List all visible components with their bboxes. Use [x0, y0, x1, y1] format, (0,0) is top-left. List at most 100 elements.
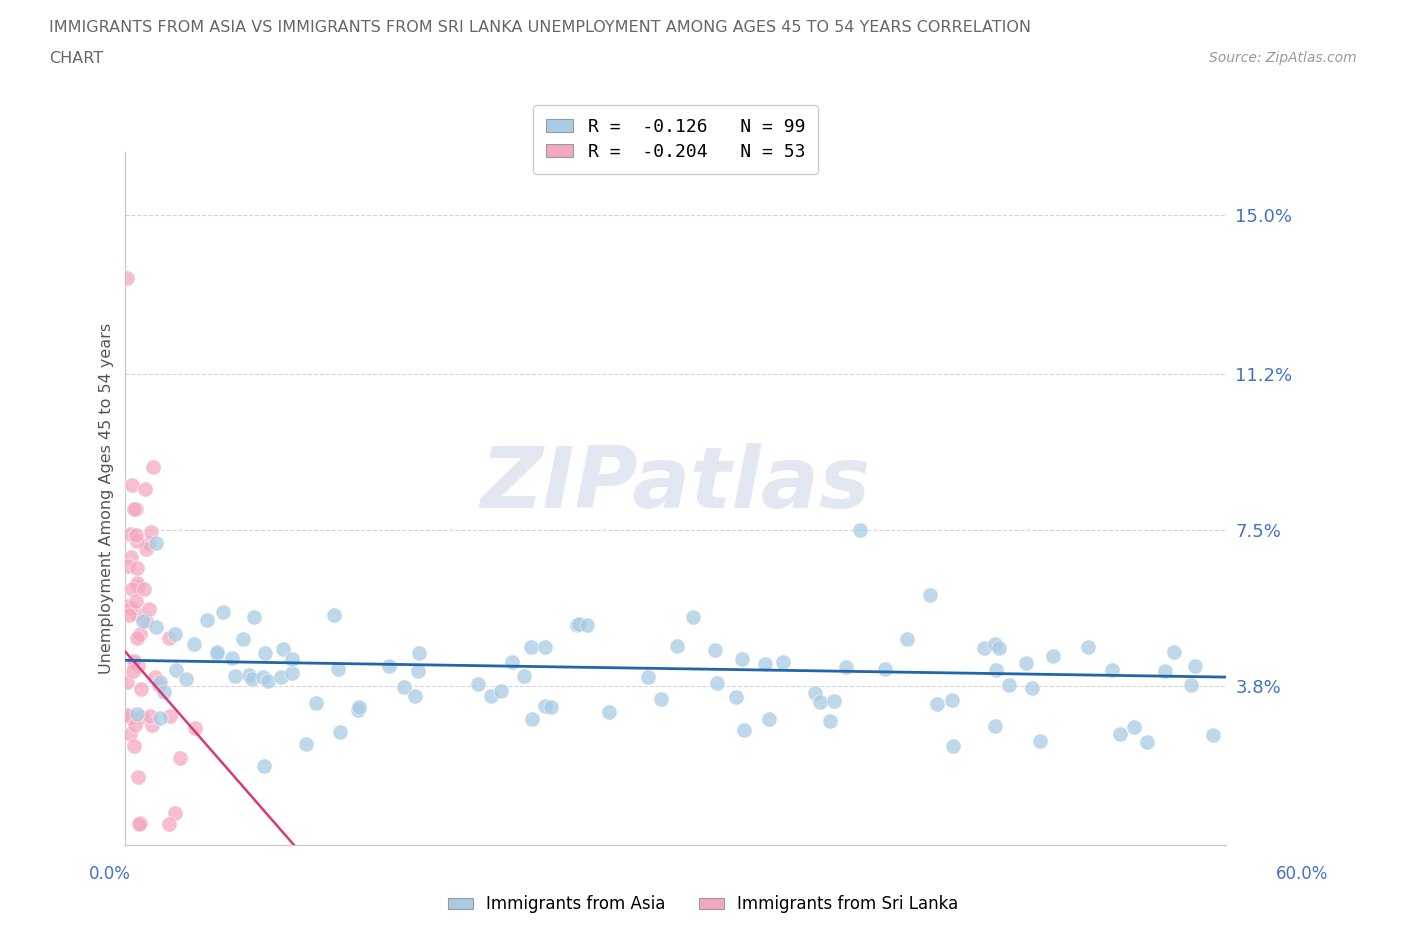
Point: [823, 694, 845, 709]
Point: [479, 688, 502, 703]
Text: IMMIGRANTS FROM ASIA VS IMMIGRANTS FROM SRI LANKA UNEMPLOYMENT AMONG AGES 45 TO : IMMIGRANTS FROM ASIA VS IMMIGRANTS FROM …: [49, 20, 1031, 35]
Point: [281, 651, 304, 666]
Point: [118, 526, 141, 541]
Point: [159, 709, 181, 724]
Point: [128, 627, 150, 642]
Point: [153, 684, 176, 699]
Point: [128, 817, 150, 831]
Point: [803, 685, 825, 700]
Point: [253, 759, 276, 774]
Point: [238, 667, 260, 682]
Text: ZIPatlas: ZIPatlas: [481, 443, 870, 526]
Point: [650, 692, 672, 707]
Point: [733, 723, 755, 737]
Point: [118, 710, 141, 724]
Point: [534, 640, 557, 655]
Point: [120, 550, 142, 565]
Point: [1136, 735, 1159, 750]
Point: [157, 817, 180, 831]
Point: [148, 678, 170, 693]
Point: [941, 692, 963, 707]
Point: [124, 528, 146, 543]
Point: [142, 459, 165, 474]
Point: [1153, 663, 1175, 678]
Point: [1163, 644, 1185, 659]
Point: [349, 699, 371, 714]
Point: [772, 655, 794, 670]
Point: [132, 582, 155, 597]
Point: [224, 669, 246, 684]
Point: [706, 675, 728, 690]
Point: [920, 588, 942, 603]
Point: [1184, 658, 1206, 673]
Point: [242, 609, 264, 624]
Point: [159, 631, 181, 645]
Y-axis label: Unemployment Among Ages 45 to 54 years: Unemployment Among Ages 45 to 54 years: [100, 323, 114, 674]
Point: [145, 535, 167, 550]
Point: [252, 669, 274, 684]
Point: [983, 637, 1005, 652]
Point: [408, 646, 430, 661]
Point: [125, 533, 148, 548]
Text: 0.0%: 0.0%: [89, 865, 131, 883]
Point: [984, 719, 1007, 734]
Point: [117, 598, 139, 613]
Point: [174, 671, 197, 686]
Point: [565, 618, 588, 632]
Point: [135, 542, 157, 557]
Point: [211, 604, 233, 619]
Point: [540, 699, 562, 714]
Point: [122, 656, 145, 671]
Point: [754, 657, 776, 671]
Point: [1123, 720, 1146, 735]
Point: [143, 670, 166, 684]
Point: [163, 627, 186, 642]
Point: [184, 721, 207, 736]
Point: [120, 601, 142, 616]
Point: [129, 682, 152, 697]
Point: [254, 645, 277, 660]
Point: [125, 631, 148, 645]
Point: [984, 663, 1007, 678]
Point: [125, 501, 148, 516]
Point: [520, 711, 543, 726]
Point: [270, 670, 292, 684]
Point: [141, 718, 163, 733]
Point: [281, 666, 304, 681]
Point: [489, 684, 512, 698]
Point: [329, 724, 352, 739]
Point: [973, 641, 995, 656]
Point: [1015, 656, 1038, 671]
Point: [122, 664, 145, 679]
Point: [575, 618, 598, 632]
Point: [808, 694, 831, 709]
Point: [127, 770, 149, 785]
Point: [117, 559, 139, 574]
Point: [896, 631, 918, 646]
Point: [731, 652, 754, 667]
Point: [849, 523, 872, 538]
Point: [666, 639, 689, 654]
Point: [1101, 663, 1123, 678]
Point: [404, 689, 426, 704]
Legend: R =  -0.126   N = 99, R =  -0.204   N = 53: R = -0.126 N = 99, R = -0.204 N = 53: [533, 105, 818, 174]
Point: [392, 680, 415, 695]
Point: [138, 602, 160, 617]
Point: [347, 702, 370, 717]
Point: [124, 593, 146, 608]
Point: [121, 477, 143, 492]
Point: [232, 631, 254, 646]
Point: [1021, 681, 1043, 696]
Point: [682, 610, 704, 625]
Point: [835, 659, 858, 674]
Point: [942, 739, 965, 754]
Point: [195, 612, 218, 627]
Point: [183, 636, 205, 651]
Point: [166, 663, 188, 678]
Point: [240, 671, 263, 686]
Point: [125, 606, 148, 621]
Point: [925, 696, 948, 711]
Point: [326, 661, 349, 676]
Point: [520, 639, 543, 654]
Point: [125, 561, 148, 576]
